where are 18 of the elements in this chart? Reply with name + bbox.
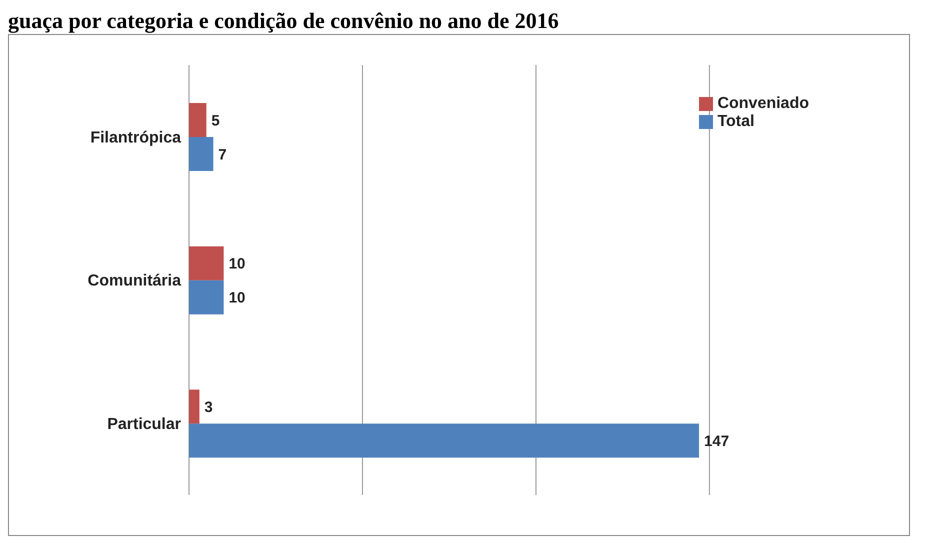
data-label: 10 <box>228 290 246 307</box>
chart-title: guaça por categoria e condição de convênio no ano de 2016 <box>8 8 560 34</box>
bar <box>189 246 224 280</box>
data-label: 7 <box>218 146 227 164</box>
bar <box>189 137 214 171</box>
y-tick-label: Filantrópica <box>90 129 182 146</box>
data-label: 3 <box>204 398 213 416</box>
data-label: 5 <box>211 112 220 130</box>
legend-label: Conveniado <box>717 95 809 112</box>
y-tick-label: Comunitária <box>88 272 182 290</box>
bar <box>189 280 224 314</box>
bar <box>189 424 700 458</box>
y-tick-label: Particular <box>107 416 181 434</box>
data-label: 147 <box>704 432 730 450</box>
bar <box>189 390 200 424</box>
legend-label: Total <box>717 113 754 130</box>
bar <box>189 103 206 137</box>
data-label: 10 <box>228 256 246 273</box>
